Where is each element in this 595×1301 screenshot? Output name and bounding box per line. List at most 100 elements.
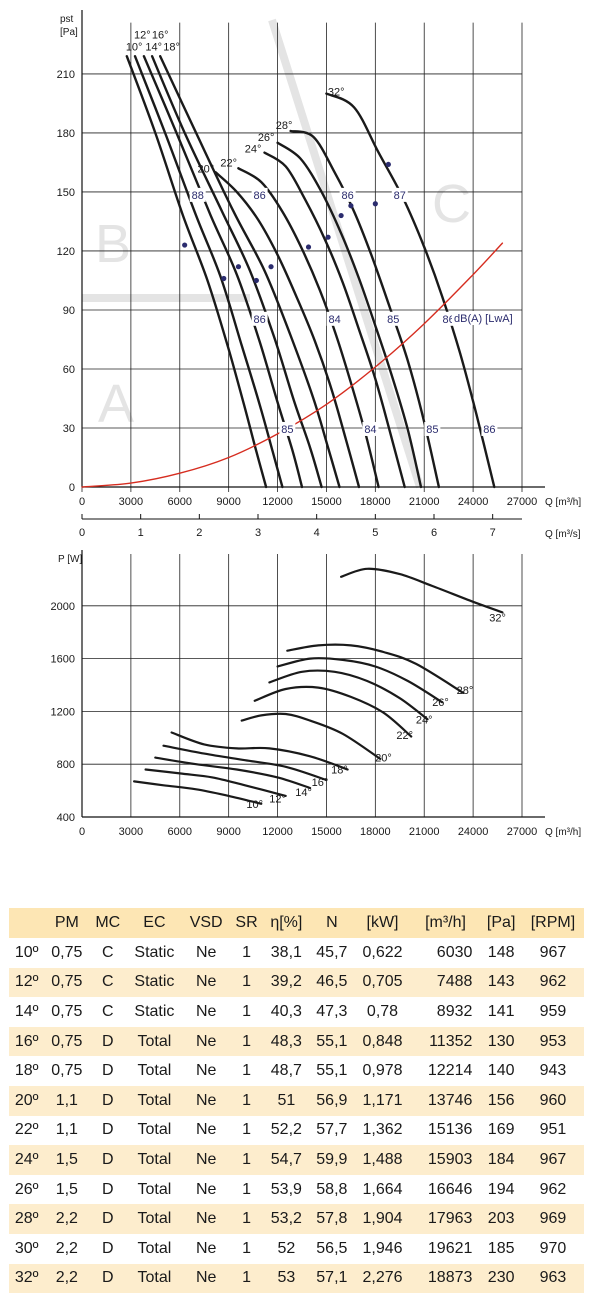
table-cell: Ne — [182, 1056, 230, 1086]
y-tick-label: 800 — [57, 759, 75, 771]
table-cell: 38,1 — [263, 938, 310, 968]
fan-curve-20° — [214, 171, 361, 489]
y-axis-label: pst — [60, 14, 74, 25]
table-cell: 143 — [480, 967, 522, 998]
operating-point-marker — [221, 275, 227, 282]
table-cell: 15903 — [410, 1145, 481, 1175]
table-cell: 203 — [480, 1204, 522, 1234]
table-cell: 2,276 — [354, 1263, 411, 1294]
table-cell: Total — [126, 1204, 183, 1234]
table-cell: 943 — [521, 1056, 584, 1086]
table-row: 18º 0,75 D Total Ne 1 48,7 55,1 0,978 12214 140 943 — [9, 1056, 584, 1086]
curve-label: 14° — [145, 41, 162, 53]
x-tick-label: 12000 — [262, 496, 293, 508]
db-label-bg — [362, 421, 379, 436]
table-row: 16º 0,75 D Total Ne 1 48,3 55,1 0,848 11352 130 953 — [9, 1026, 584, 1057]
x-tick-label: 18000 — [360, 496, 391, 508]
table-cell: 58,8 — [309, 1174, 355, 1205]
table-cell: 19621 — [410, 1233, 481, 1264]
table-cell: 18º — [9, 1056, 45, 1086]
table-cell: Ne — [182, 938, 230, 968]
table-row: 26º 1,5 D Total Ne 1 53,9 58,8 1,664 16646 194 962 — [9, 1174, 584, 1205]
table-cell: D — [89, 1174, 127, 1205]
table-cell: 56,5 — [309, 1233, 355, 1264]
table-cell: 0,705 — [354, 967, 411, 998]
table-cell: 0,75 — [44, 997, 90, 1027]
table-cell: 8932 — [410, 997, 481, 1027]
table-cell: 963 — [521, 1263, 584, 1294]
db-label: 85 — [426, 424, 438, 436]
curve-label: 12° — [269, 793, 286, 805]
table-cell: Ne — [182, 1263, 230, 1294]
x-tick-label: 24000 — [458, 496, 489, 508]
table-cell: 12214 — [410, 1056, 481, 1086]
x2-tick-label: 1 — [138, 527, 144, 539]
fan-curve-18° — [159, 55, 341, 489]
table-cell: 51 — [263, 1085, 310, 1116]
table-cell: Ne — [182, 1174, 230, 1205]
curve-label: 28° — [457, 685, 474, 697]
db-label: 86 — [342, 190, 354, 202]
zone-label: A — [98, 374, 134, 434]
x-tick-label: 0 — [79, 826, 85, 838]
table-cell: 54,7 — [263, 1145, 310, 1175]
power-curve-32° — [340, 567, 504, 614]
y-tick-label: 180 — [57, 128, 75, 140]
curve-label: 10° — [246, 799, 263, 811]
table-cell: 1 — [229, 1174, 264, 1205]
x-tick-label: 15000 — [311, 826, 342, 838]
table-cell: 32º — [9, 1263, 45, 1294]
fan-curve-16° — [150, 55, 323, 489]
table-cell: 52 — [263, 1233, 310, 1264]
table-cell: Total — [126, 1056, 183, 1086]
table-header-row: PM MC EC VSD SR η[%] N [kW] [m³/h] [Pa] [RPM] — [9, 908, 584, 938]
db-label: 87 — [394, 190, 406, 202]
table-cell: 22º — [9, 1115, 45, 1146]
table-cell: 18873 — [410, 1263, 481, 1294]
table-header-cell: SR — [229, 908, 264, 938]
table-cell: Ne — [182, 1026, 230, 1057]
table-cell: D — [89, 1115, 127, 1146]
table-cell: 48,7 — [263, 1056, 310, 1086]
db-label-bg — [385, 311, 402, 326]
curve-label: 18° — [163, 41, 180, 53]
curve-label: 24° — [245, 144, 262, 156]
power-curve-20° — [240, 712, 382, 760]
table-cell: 59,9 — [309, 1145, 355, 1175]
table-cell: 28º — [9, 1204, 45, 1234]
power-curve-16° — [162, 744, 328, 782]
x-axis-label: Q [m³/h] — [545, 497, 581, 508]
table-cell: 1 — [229, 1056, 264, 1086]
x-tick-label: 6000 — [168, 826, 192, 838]
fan-curve-10° — [125, 55, 268, 489]
x2-tick-label: 4 — [314, 527, 320, 539]
table-cell: 1,5 — [44, 1174, 90, 1205]
table-header-cell: [Pa] — [480, 908, 522, 938]
y-tick-label: 400 — [57, 812, 75, 824]
table-cell: Total — [126, 1174, 183, 1205]
table-cell: Ne — [182, 1233, 230, 1264]
zone-label: C — [432, 174, 471, 234]
secondary-x-axis-label: Q [m³/s] — [545, 529, 581, 540]
power-curve-22° — [253, 685, 413, 738]
table-cell: Total — [126, 1085, 183, 1116]
db-label: 84 — [328, 314, 340, 326]
table-cell: 1,5 — [44, 1145, 90, 1175]
y-tick-label: 30 — [63, 423, 75, 435]
table-cell: 2,2 — [44, 1233, 90, 1264]
table-header-cell: EC — [126, 908, 183, 938]
table-cell: 48,3 — [263, 1026, 310, 1057]
table-cell: 53,9 — [263, 1174, 310, 1205]
table-cell: C — [89, 997, 127, 1027]
table-cell: 1 — [229, 1115, 264, 1146]
table-cell: 0,75 — [44, 1056, 90, 1086]
table-cell: 1 — [229, 1145, 264, 1175]
table-cell: 16646 — [410, 1174, 481, 1205]
table-header-cell: MC — [89, 908, 127, 938]
db-label: 86 — [254, 314, 266, 326]
zone-label: B — [95, 214, 131, 274]
table-cell: 52,2 — [263, 1115, 310, 1146]
fan-curve-12° — [133, 55, 284, 489]
table-cell: D — [89, 1233, 127, 1264]
table-cell: 130 — [480, 1026, 522, 1057]
